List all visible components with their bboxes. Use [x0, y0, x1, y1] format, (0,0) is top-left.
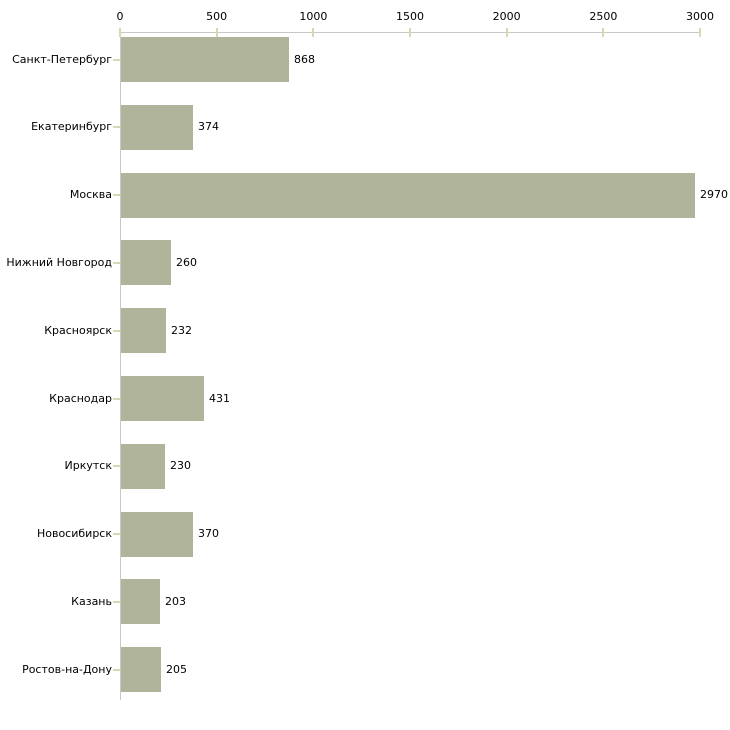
- category-label: Иркутск: [64, 459, 112, 473]
- value-label: 232: [171, 323, 192, 337]
- x-tick-label: 1000: [299, 10, 328, 23]
- y-tick-mark: [113, 668, 120, 671]
- value-label: 260: [176, 255, 197, 269]
- x-tick-mark: [119, 28, 121, 37]
- category-label: Ростов-на-Дону: [22, 662, 112, 676]
- value-label: 370: [198, 527, 219, 541]
- x-tick-label: 3000: [686, 10, 714, 23]
- category-label: Казань: [71, 594, 112, 608]
- category-label: Новосибирск: [36, 527, 112, 541]
- y-tick-mark: [113, 194, 120, 197]
- x-tick-mark: [505, 28, 508, 37]
- value-label: 230: [170, 459, 191, 473]
- value-label: 868: [294, 52, 315, 66]
- category-label: Нижний Новгород: [6, 255, 112, 269]
- category-label: Москва: [69, 188, 112, 202]
- bar: [121, 443, 165, 489]
- value-label: 2970: [700, 188, 728, 202]
- y-axis-line: [120, 32, 121, 700]
- x-tick-label: 2500: [589, 10, 618, 23]
- value-label: 203: [165, 594, 186, 608]
- x-tick-mark: [312, 28, 315, 37]
- bar: [121, 172, 695, 218]
- category-label: Санкт-Петербург: [12, 52, 112, 66]
- y-tick-mark: [113, 261, 120, 264]
- bar: [121, 647, 161, 693]
- y-tick-mark: [113, 533, 120, 536]
- y-tick-mark: [113, 58, 120, 61]
- x-tick-label: 500: [206, 10, 228, 23]
- value-label: 374: [198, 120, 219, 134]
- value-label: 431: [209, 391, 230, 405]
- y-tick-mark: [113, 600, 120, 603]
- y-tick-mark: [113, 329, 120, 332]
- x-tick-label: 0: [116, 10, 124, 23]
- x-tick-mark: [699, 28, 701, 37]
- category-label: Екатеринбург: [31, 120, 112, 134]
- x-tick-label: 2000: [492, 10, 521, 23]
- x-tick-mark: [602, 28, 605, 37]
- y-tick-mark: [113, 397, 120, 400]
- category-label: Красноярск: [44, 323, 112, 337]
- bar: [121, 511, 193, 557]
- bar: [121, 308, 166, 354]
- bar: [121, 37, 289, 82]
- y-tick-mark: [113, 126, 120, 129]
- bar: [121, 376, 204, 421]
- bar: [121, 240, 171, 286]
- x-tick-mark: [409, 28, 411, 37]
- y-tick-mark: [113, 465, 120, 468]
- bar: [121, 579, 160, 625]
- x-tick-label: 1500: [396, 10, 424, 23]
- value-label: 205: [166, 662, 187, 676]
- x-tick-mark: [215, 28, 218, 37]
- bar: [121, 104, 193, 150]
- category-label: Краснодар: [49, 391, 112, 405]
